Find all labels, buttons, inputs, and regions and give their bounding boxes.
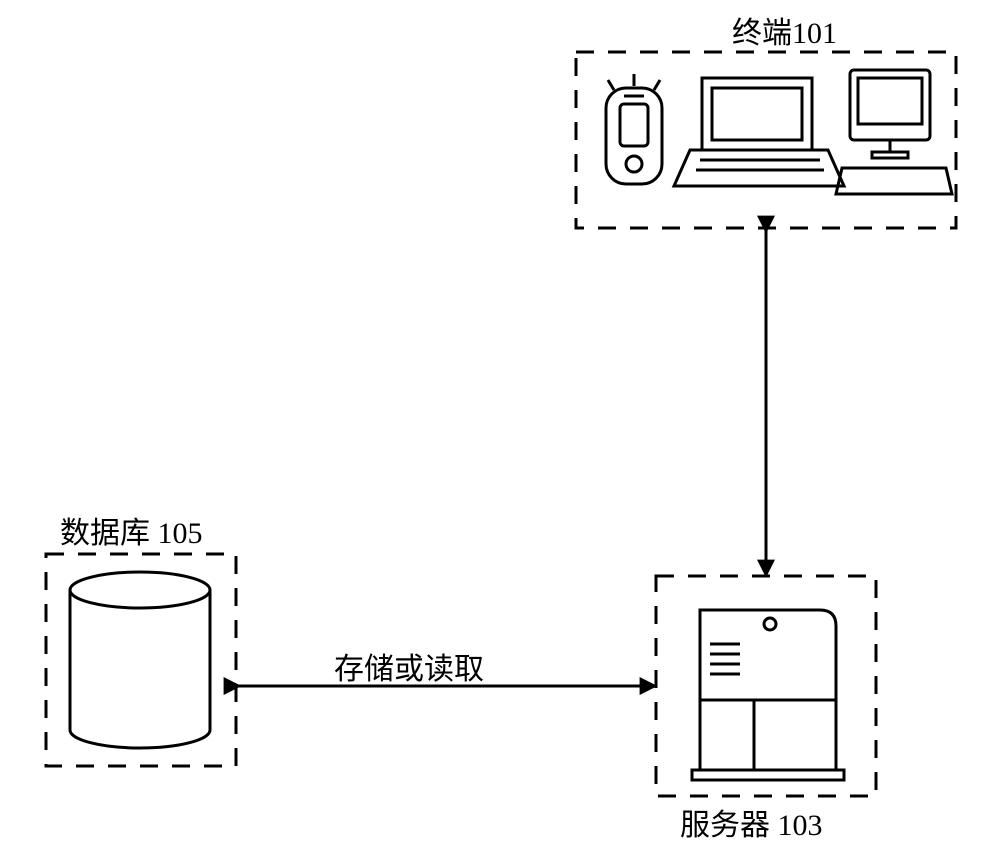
server-label: 服务器 103 [680, 800, 823, 844]
terminal-box [576, 52, 956, 228]
diagram-canvas: 终端101 数据库 105 服务器 103 存储或读取 [0, 0, 1000, 849]
database-label: 数据库 105 [60, 508, 203, 552]
database-box [46, 554, 236, 766]
terminal-label: 终端101 [732, 8, 837, 52]
edge-db-server-label: 存储或读取 [334, 644, 484, 688]
server-box [656, 576, 876, 796]
